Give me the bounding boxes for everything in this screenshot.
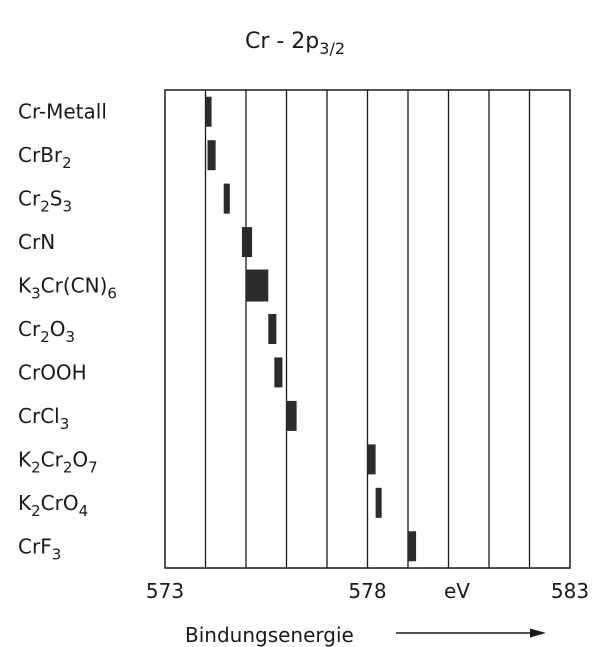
x-tick-labels: 573 578 583 [146,579,589,603]
chart-title: Cr - 2p3/2 [245,29,345,58]
chart-title-main: Cr - 2p [245,29,319,54]
x-axis-label: Bindungsenergie [185,623,354,647]
bar-K3Cr(CN)6 [246,269,269,302]
category-label-Cr2O3: Cr2O3 [18,317,75,346]
category-label-CrF3: CrF3 [18,534,61,563]
bars [205,96,417,562]
category-label-CrN: CrN [18,230,55,254]
bar-Cr2S3 [223,183,230,214]
category-label-K2Cr2O7: K2Cr2O7 [18,447,98,476]
x-axis-arrow [396,628,546,638]
bar-CrF3 [408,531,417,562]
category-label-Cr-Metall: Cr-Metall [18,100,107,124]
bar-K2CrO4 [375,487,382,518]
bar-CrN [241,227,253,258]
bar-CrCl3 [286,400,297,431]
x-tick-583: 583 [551,579,589,603]
category-label-CrOOH: CrOOH [18,360,87,384]
category-label-CrBr2: CrBr2 [18,143,72,172]
category-label-CrCl3: CrCl3 [18,404,69,433]
x-tick-578: 578 [348,579,386,603]
bar-Cr-Metall [205,96,212,127]
bar-K2Cr2O7 [367,444,376,475]
category-label-K2CrO4: K2CrO4 [18,491,88,520]
bar-CrBr2 [207,140,216,171]
chart-title-subscript: 3/2 [319,39,345,58]
category-label-K3Cr(CN)6: K3Cr(CN)6 [18,274,117,303]
x-tick-573: 573 [146,579,184,603]
category-labels: Cr-Metall CrBr2 Cr2S3 CrN K3Cr(CN)6 Cr2O3 CrOO… [18,100,117,564]
plot-grid [164,89,571,569]
x-unit-label: eV [444,579,470,603]
bar-CrOOH [274,357,283,388]
category-label-Cr2S3: Cr2S3 [18,187,72,216]
bar-Cr2O3 [268,314,277,344]
